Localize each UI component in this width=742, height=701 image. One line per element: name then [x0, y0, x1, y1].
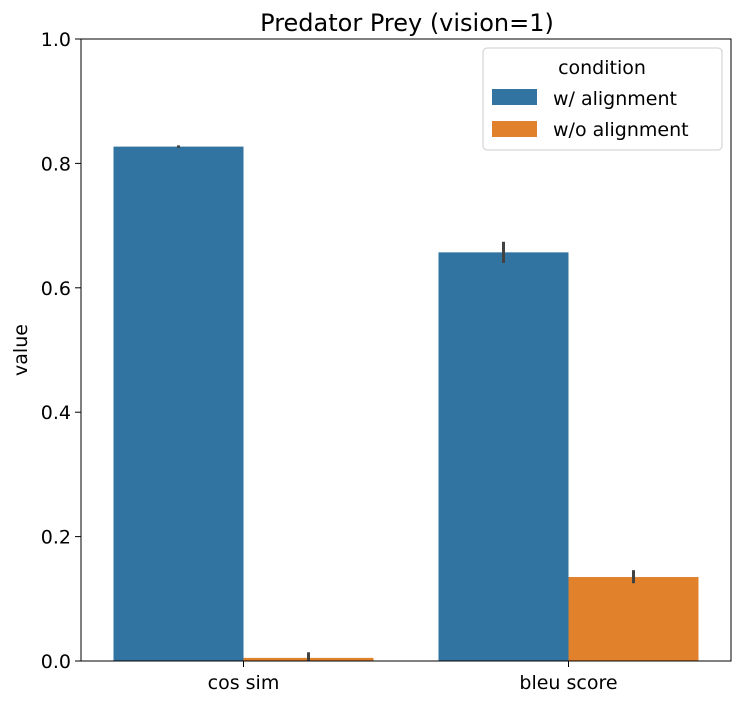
legend-label-w-alignment: w/ alignment: [553, 88, 677, 110]
legend-label-wo-alignment: w/o alignment: [553, 119, 689, 141]
legend-swatch-w-alignment: [492, 89, 537, 105]
legend-title: condition: [558, 57, 646, 79]
y-tick-label: 0.0: [41, 651, 71, 673]
legend-swatch-wo-alignment: [492, 121, 537, 137]
y-tick-label: 0.4: [41, 402, 71, 424]
y-tick-label: 0.8: [41, 153, 71, 175]
bar-w-alignment-bleu-score: [438, 252, 569, 661]
plot-frame: [80, 38, 732, 662]
y-tick-label: 1.0: [41, 29, 71, 51]
legend-frame: [482, 47, 723, 151]
legend: condition w/ alignment w/o alignment: [482, 47, 723, 151]
x-tick-label-cos-sim: cos sim: [208, 672, 280, 694]
bar-w-alignment-cos-sim: [113, 146, 244, 661]
y-tick-label: 0.6: [41, 278, 71, 300]
y-axis-label: value: [10, 324, 32, 376]
x-axis: cos sim bleu score: [208, 661, 618, 694]
error-bars-group: [177, 145, 635, 661]
y-tick-label: 0.2: [41, 527, 71, 549]
chart-title: Predator Prey (vision=1): [260, 9, 554, 37]
bars-group: [113, 146, 699, 661]
bar-w-o-alignment-bleu-score: [568, 577, 699, 661]
x-tick-label-bleu-score: bleu score: [519, 672, 617, 694]
y-axis: 0.0 0.2 0.4 0.6 0.8 1.0: [41, 29, 81, 673]
